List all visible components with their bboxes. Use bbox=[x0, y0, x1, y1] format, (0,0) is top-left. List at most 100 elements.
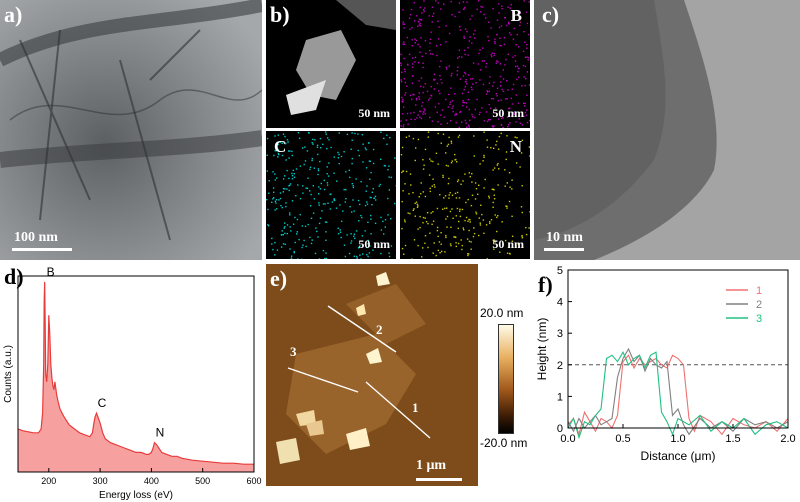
map-speckle bbox=[323, 179, 325, 182]
map-speckle bbox=[411, 75, 414, 77]
map-speckle bbox=[417, 62, 420, 64]
panel-d-label: d) bbox=[4, 264, 24, 289]
map-speckle bbox=[484, 178, 486, 181]
map-speckle bbox=[422, 222, 424, 224]
map-speckle bbox=[474, 182, 477, 184]
map-speckle bbox=[319, 137, 322, 140]
map-speckle bbox=[467, 220, 469, 222]
map-speckle bbox=[417, 43, 419, 46]
map-speckle bbox=[414, 56, 417, 58]
map-speckle bbox=[511, 188, 513, 190]
map-speckle bbox=[419, 226, 421, 229]
map-speckle bbox=[338, 153, 340, 156]
map-speckle bbox=[524, 102, 526, 105]
map-speckle bbox=[324, 131, 327, 133]
map-speckle bbox=[281, 154, 284, 157]
map-speckle bbox=[417, 138, 420, 141]
height-y-tick-label: 2 bbox=[557, 360, 563, 372]
map-speckle bbox=[462, 1, 465, 3]
map-speckle bbox=[372, 162, 375, 165]
map-speckle bbox=[355, 230, 358, 232]
map-speckle bbox=[302, 147, 304, 149]
map-speckle bbox=[471, 172, 473, 175]
map-speckle bbox=[412, 137, 415, 140]
map-speckle bbox=[380, 252, 382, 255]
height-x-tick-label: 1.0 bbox=[670, 433, 685, 445]
map-speckle bbox=[511, 240, 514, 242]
map-speckle bbox=[485, 66, 487, 68]
map-speckle bbox=[435, 45, 438, 47]
map-speckle bbox=[420, 193, 422, 195]
map-speckle bbox=[450, 244, 452, 247]
map-speckle bbox=[370, 233, 372, 235]
map-speckle bbox=[369, 160, 371, 162]
map-speckle bbox=[282, 133, 285, 135]
map-speckle bbox=[416, 117, 418, 119]
eels-spectrum-line bbox=[17, 281, 254, 465]
map-speckle bbox=[463, 49, 466, 52]
map-speckle bbox=[528, 119, 530, 122]
map-speckle bbox=[318, 202, 320, 204]
map-speckle bbox=[519, 21, 522, 23]
map-speckle bbox=[526, 22, 529, 25]
afm-line-label-3: 3 bbox=[290, 344, 297, 359]
map-speckle bbox=[428, 15, 430, 17]
map-speckle bbox=[455, 215, 457, 217]
map-speckle bbox=[400, 64, 402, 66]
map-speckle bbox=[462, 101, 464, 104]
map-speckle bbox=[431, 120, 433, 122]
map-speckle bbox=[509, 186, 511, 188]
map-speckle bbox=[441, 82, 443, 84]
map-speckle bbox=[485, 224, 488, 226]
map-speckle bbox=[430, 94, 432, 97]
map-speckle bbox=[410, 118, 412, 120]
map-speckle bbox=[440, 8, 442, 10]
height-y-tick-label: 3 bbox=[557, 328, 563, 340]
map-speckle bbox=[401, 71, 403, 74]
map-speckle bbox=[488, 104, 490, 106]
map-speckle bbox=[346, 133, 349, 136]
map-speckle bbox=[477, 63, 480, 65]
map-speckle bbox=[450, 226, 452, 228]
map-speckle bbox=[374, 222, 377, 224]
map-speckle bbox=[274, 254, 276, 256]
map-speckle bbox=[306, 187, 309, 189]
panel-a-scale-text: 100 nm bbox=[14, 230, 58, 245]
map-speckle bbox=[267, 208, 269, 211]
map-speckle bbox=[468, 74, 470, 76]
map-speckle bbox=[350, 233, 352, 235]
map-speckle bbox=[418, 24, 421, 26]
map-speckle bbox=[472, 83, 474, 85]
map-speckle bbox=[514, 55, 516, 57]
map-speckle bbox=[499, 251, 501, 253]
map-speckle bbox=[520, 152, 523, 154]
map-speckle bbox=[517, 243, 520, 245]
map-speckle bbox=[418, 196, 420, 198]
map-speckle bbox=[481, 60, 484, 62]
map-speckle bbox=[496, 216, 498, 219]
map-speckle bbox=[278, 153, 280, 156]
map-speckle bbox=[336, 180, 338, 182]
map-speckle bbox=[509, 7, 511, 9]
map-speckle bbox=[526, 94, 528, 96]
map-speckle bbox=[279, 141, 281, 143]
map-speckle bbox=[317, 153, 319, 156]
map-speckle bbox=[400, 79, 402, 81]
map-speckle bbox=[511, 115, 513, 117]
map-speckle bbox=[413, 111, 415, 114]
map-speckle bbox=[451, 107, 453, 109]
map-speckle bbox=[457, 179, 460, 181]
map-speckle bbox=[401, 146, 404, 149]
map-speckle bbox=[457, 57, 459, 59]
map-speckle bbox=[357, 133, 359, 135]
map-speckle bbox=[474, 37, 476, 39]
map-speckle bbox=[489, 107, 492, 110]
map-speckle bbox=[483, 120, 485, 122]
map-speckle bbox=[504, 239, 507, 242]
map-speckle bbox=[312, 212, 315, 214]
map-speckle bbox=[495, 144, 497, 146]
map-speckle bbox=[440, 114, 442, 116]
map-speckle bbox=[510, 34, 512, 36]
map-speckle bbox=[288, 189, 290, 192]
map-speckle bbox=[506, 182, 508, 184]
